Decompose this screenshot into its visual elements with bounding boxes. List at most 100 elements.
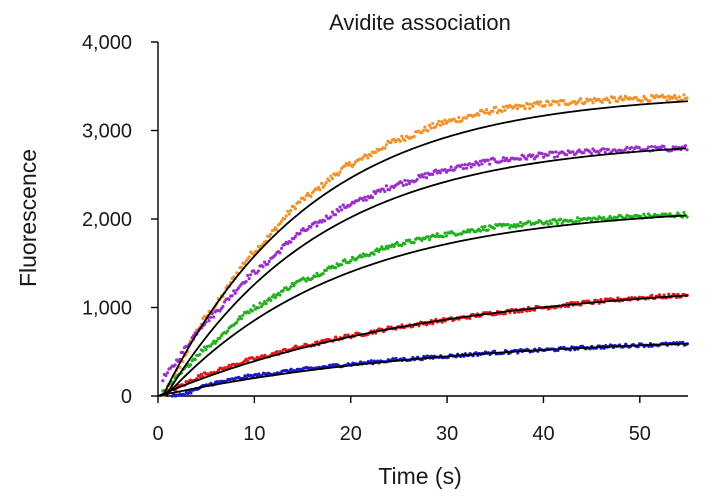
data-point bbox=[642, 212, 646, 216]
data-point bbox=[384, 143, 388, 147]
data-point bbox=[278, 222, 282, 226]
data-point bbox=[606, 98, 611, 102]
data-point bbox=[546, 153, 550, 157]
data-point bbox=[562, 99, 566, 103]
data-point bbox=[193, 357, 197, 362]
data-point bbox=[266, 262, 270, 266]
data-point bbox=[256, 269, 261, 273]
data-point bbox=[278, 251, 282, 255]
data-point bbox=[318, 188, 322, 192]
data-point bbox=[528, 106, 532, 111]
data-point bbox=[514, 225, 518, 229]
data-point bbox=[554, 219, 558, 223]
data-point bbox=[298, 231, 302, 236]
data-point bbox=[236, 317, 240, 321]
data-point bbox=[565, 153, 569, 157]
data-point bbox=[250, 309, 254, 313]
data-point bbox=[540, 152, 544, 156]
data-point bbox=[685, 215, 689, 219]
data-point bbox=[298, 200, 302, 204]
data-point bbox=[239, 317, 244, 321]
data-point bbox=[389, 141, 393, 145]
data-point bbox=[460, 119, 464, 123]
data-point bbox=[407, 238, 412, 242]
data-point bbox=[596, 217, 600, 221]
data-point bbox=[425, 323, 429, 327]
data-point bbox=[401, 183, 405, 187]
data-point bbox=[247, 255, 251, 259]
x-tick-label: 30 bbox=[436, 423, 458, 445]
data-point bbox=[543, 103, 547, 108]
data-point bbox=[682, 211, 686, 215]
data-point bbox=[600, 100, 604, 105]
data-point bbox=[407, 181, 412, 186]
data-point bbox=[364, 198, 368, 202]
data-point bbox=[279, 219, 284, 223]
data-point bbox=[518, 157, 523, 161]
data-point bbox=[283, 217, 287, 221]
data-point bbox=[606, 147, 611, 152]
data-point bbox=[662, 293, 666, 297]
data-point bbox=[242, 262, 247, 266]
data-point bbox=[528, 220, 532, 224]
data-point bbox=[267, 259, 271, 263]
data-point bbox=[666, 94, 671, 98]
data-point bbox=[310, 276, 314, 280]
data-point bbox=[244, 280, 248, 284]
data-point bbox=[321, 185, 325, 189]
data-point bbox=[441, 235, 446, 239]
data-point bbox=[443, 231, 447, 235]
data-point bbox=[538, 100, 543, 104]
data-point bbox=[650, 293, 654, 297]
data-point bbox=[649, 144, 654, 149]
data-point bbox=[549, 221, 553, 226]
data-point bbox=[623, 148, 627, 152]
data-point bbox=[412, 134, 416, 139]
data-point bbox=[272, 293, 276, 297]
data-point bbox=[247, 276, 251, 281]
fit-curves bbox=[157, 100, 689, 397]
data-point bbox=[423, 172, 427, 176]
data-point bbox=[330, 210, 335, 214]
data-point bbox=[514, 103, 518, 107]
fit-curve-1 bbox=[162, 100, 689, 397]
data-point bbox=[372, 252, 376, 256]
data-point bbox=[608, 100, 612, 105]
data-point bbox=[532, 308, 537, 312]
data-point bbox=[464, 116, 469, 120]
data-point bbox=[289, 240, 293, 244]
data-point bbox=[324, 180, 328, 185]
data-point bbox=[435, 232, 439, 236]
data-point bbox=[201, 349, 205, 353]
data-point bbox=[423, 125, 427, 129]
data-point bbox=[668, 212, 672, 216]
data-point bbox=[531, 153, 535, 157]
data-point bbox=[501, 105, 506, 109]
data-point bbox=[275, 349, 279, 354]
data-point bbox=[555, 222, 560, 226]
series-3-points bbox=[161, 211, 689, 393]
data-point bbox=[443, 118, 447, 122]
data-point bbox=[424, 176, 429, 180]
data-point bbox=[468, 316, 472, 320]
data-point bbox=[575, 216, 580, 220]
x-tick-label: 20 bbox=[340, 423, 362, 445]
data-point bbox=[673, 93, 677, 98]
data-point bbox=[545, 220, 549, 224]
data-point bbox=[207, 319, 211, 323]
data-point bbox=[440, 320, 444, 324]
data-point bbox=[323, 219, 327, 223]
data-point bbox=[671, 145, 675, 149]
data-point bbox=[341, 203, 345, 207]
data-point bbox=[387, 188, 392, 192]
data-point bbox=[395, 240, 399, 245]
data-point bbox=[469, 165, 473, 169]
data-point bbox=[333, 266, 338, 270]
x-tick-label: 10 bbox=[243, 423, 265, 445]
data-point bbox=[420, 238, 424, 243]
data-point bbox=[338, 170, 342, 174]
data-point bbox=[210, 342, 214, 346]
data-point bbox=[522, 104, 526, 108]
x-tick-label: 0 bbox=[152, 423, 163, 445]
x-tick-label: 40 bbox=[532, 423, 554, 445]
